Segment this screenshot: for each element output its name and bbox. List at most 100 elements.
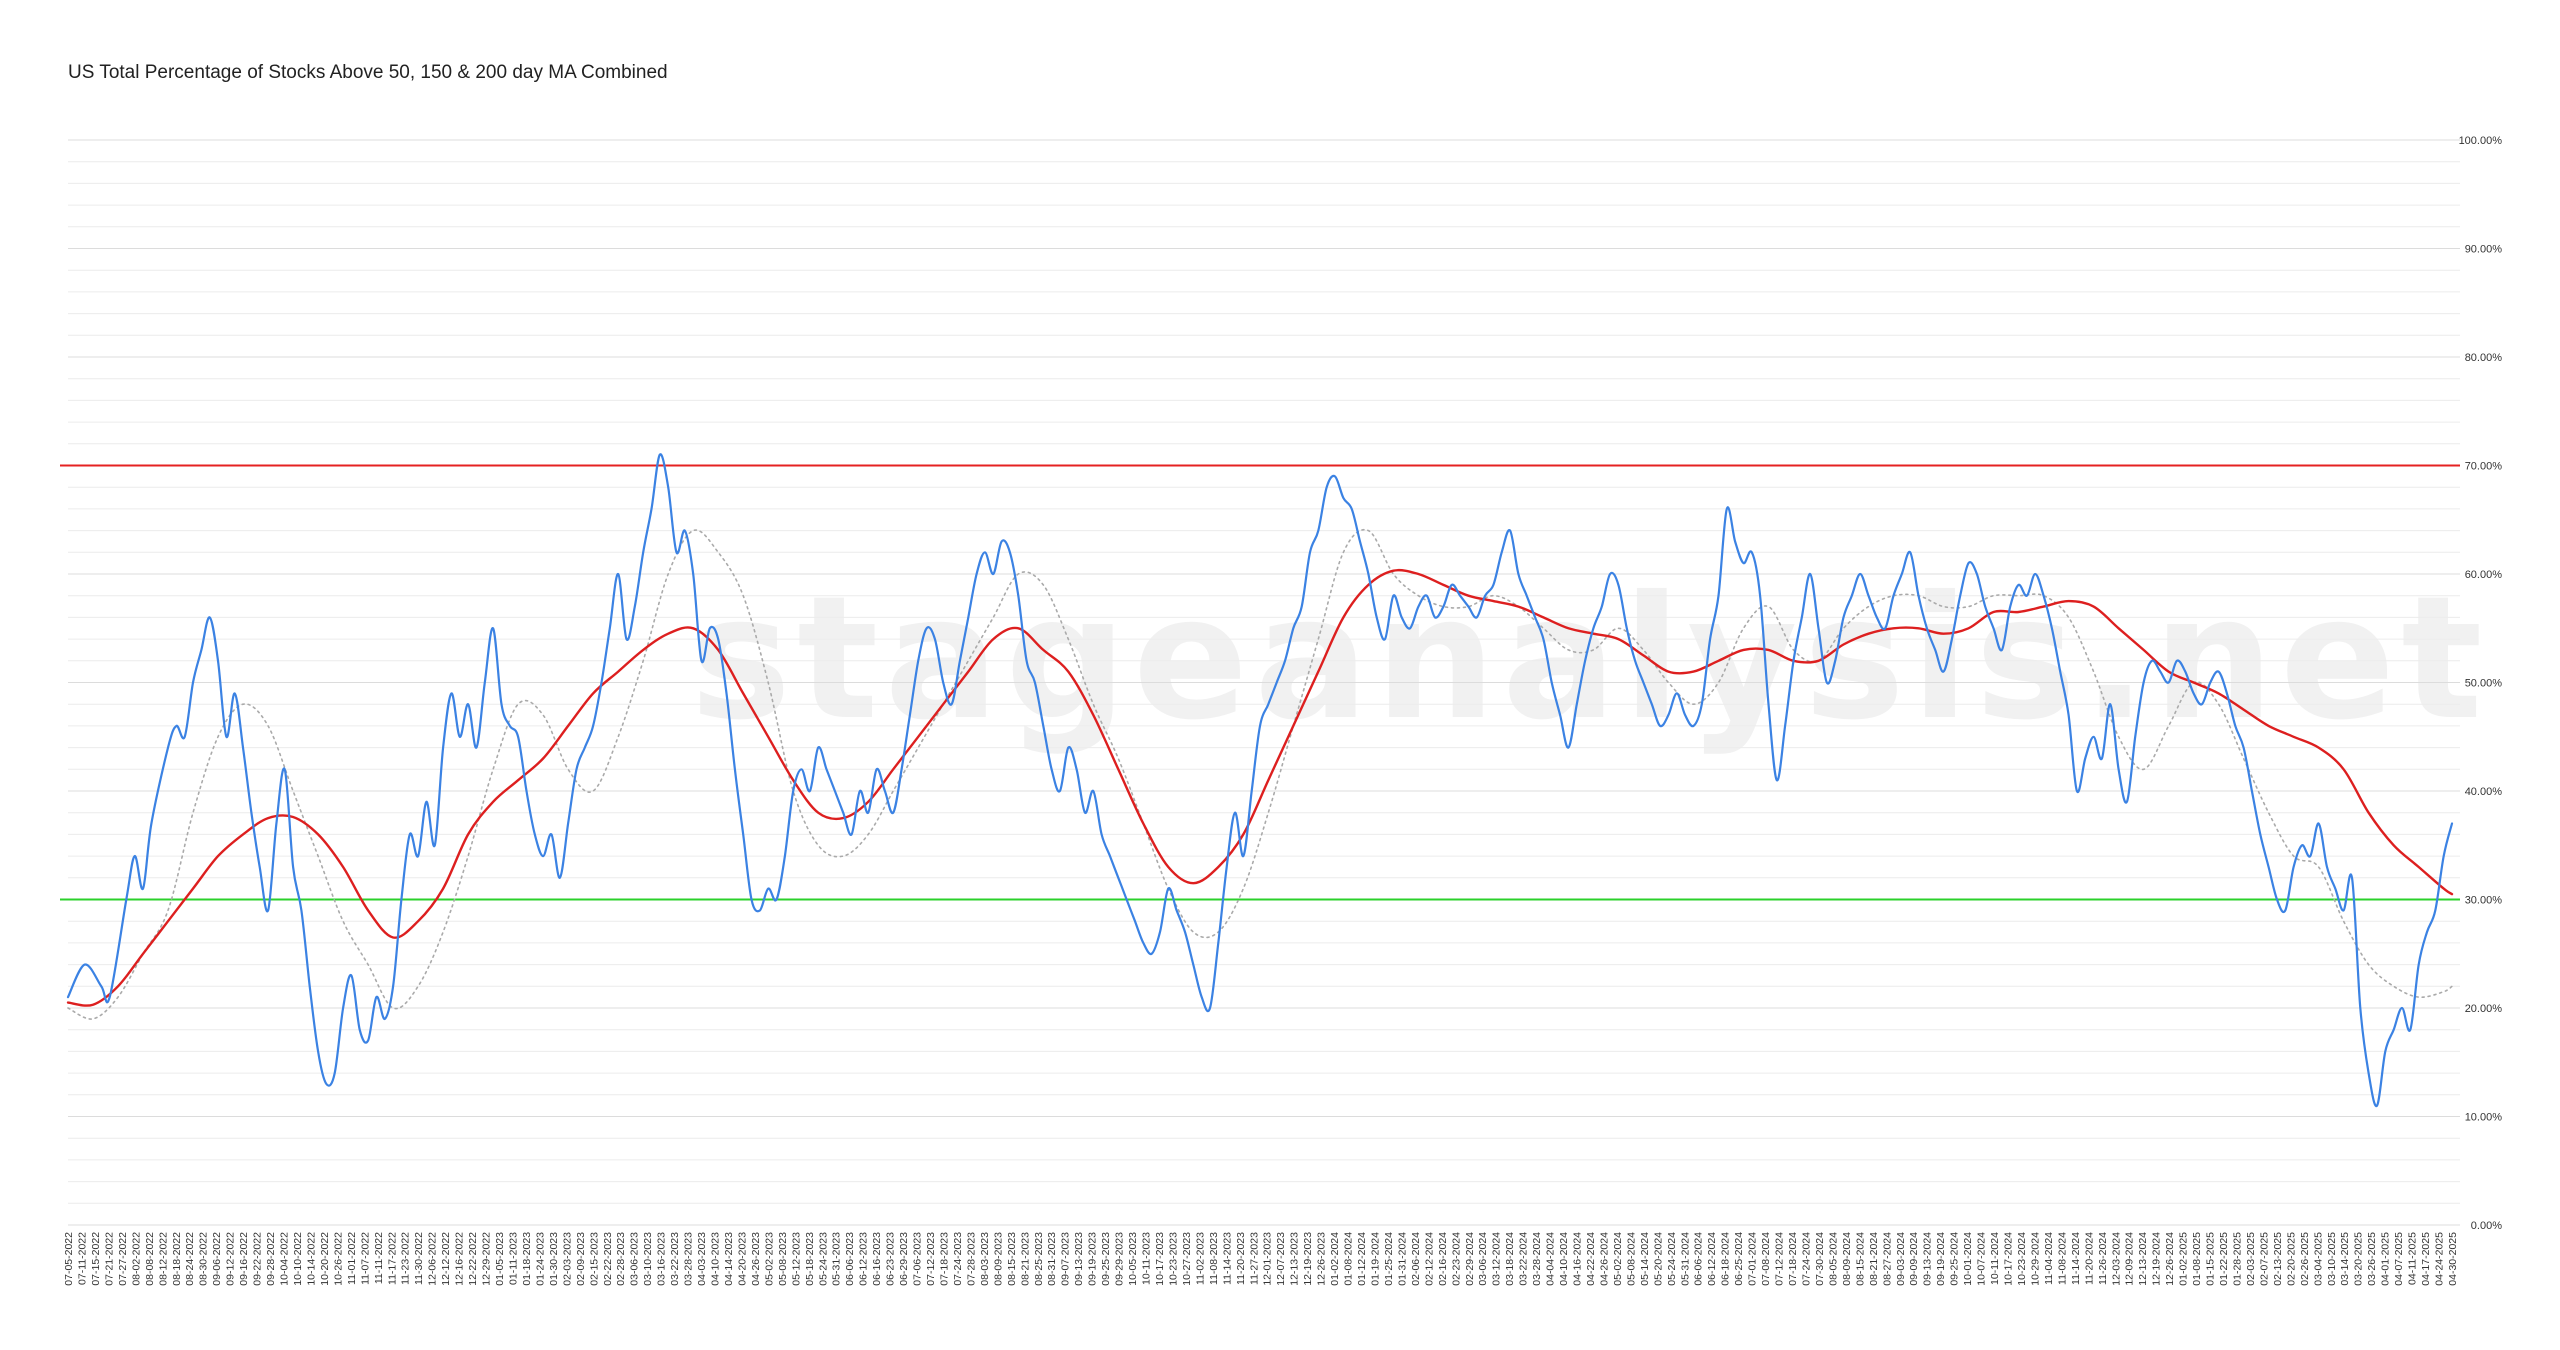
grid-lines [68,139,2460,1226]
x-tick-label: 07-28-2023 [965,1232,977,1286]
x-tick-label: 09-09-2024 [1908,1232,1920,1286]
x-tick-label: 07-18-2024 [1787,1232,1799,1286]
x-tick-label: 03-14-2025 [2339,1232,2351,1286]
x-tick-label: 04-14-2023 [723,1232,735,1286]
x-tick-label: 07-24-2023 [952,1232,964,1286]
x-tick-label: 01-25-2024 [1383,1232,1395,1286]
x-tick-label: 12-26-2023 [1316,1232,1328,1286]
x-tick-label: 10-17-2024 [2003,1232,2015,1286]
x-tick-label: 12-16-2022 [454,1232,466,1286]
x-tick-label: 11-17-2022 [386,1232,398,1285]
y-tick-label: 70.00% [2465,461,2503,473]
x-tick-label: 01-08-2025 [2191,1232,2203,1286]
x-tick-label: 01-15-2025 [2205,1232,2217,1286]
x-tick-label: 02-26-2025 [2299,1232,2311,1286]
x-tick-label: 03-06-2023 [629,1232,641,1286]
x-tick-label: 05-12-2023 [790,1232,802,1286]
series-line [66,453,2454,1108]
x-tick-label: 04-03-2023 [696,1232,708,1286]
x-tick-label: 01-28-2025 [2232,1232,2244,1286]
x-tick-label: 06-29-2023 [898,1232,910,1286]
x-tick-label: 03-04-2025 [2312,1232,2324,1286]
x-tick-label: 03-20-2025 [2353,1232,2365,1286]
x-tick-label: 11-11-2022 [373,1232,385,1284]
y-axis-ticks: 0.00% 10.00% 20.00% 30.00% 40.00% 50.00% 60.00… [2459,135,2503,1232]
x-tick-label: 02-03-2025 [2245,1232,2257,1286]
x-tick-label: 11-07-2022 [359,1232,371,1285]
x-tick-label: 11-14-2023 [1221,1232,1233,1285]
x-tick-label: 07-05-2022 [63,1232,75,1286]
reference-lines [60,464,2460,901]
series-line [67,528,2453,1020]
x-tick-label: 01-30-2023 [548,1232,560,1286]
x-tick-label: 09-28-2022 [265,1232,277,1286]
y-tick-label: 10.00% [2465,1112,2503,1124]
x-tick-label: 12-07-2023 [1275,1232,1287,1286]
y-tick-label: 0.00% [2471,1220,2502,1232]
x-tick-label: 02-28-2023 [615,1232,627,1286]
x-tick-label: 02-06-2024 [1410,1232,1422,1286]
x-tick-label: 11-02-2023 [1194,1232,1206,1285]
x-tick-label: 08-02-2022 [130,1232,142,1286]
y-tick-label: 60.00% [2465,569,2503,581]
x-tick-label: 04-24-2025 [2434,1232,2446,1286]
x-tick-label: 12-13-2023 [1289,1232,1301,1286]
x-tick-label: 08-12-2022 [157,1232,169,1286]
x-tick-label: 04-04-2024 [1545,1232,1557,1286]
x-tick-label: 07-12-2023 [925,1232,937,1286]
x-tick-label: 01-24-2023 [534,1232,546,1286]
x-tick-label: 04-10-2023 [710,1232,722,1286]
x-tick-label: 07-21-2022 [103,1232,115,1286]
x-axis-ticks: 07-05-2022 07-11-2022 07-15-2022 07-21-2022… [63,1232,2459,1286]
x-tick-label: 06-06-2024 [1693,1232,1705,1286]
x-tick-label: 01-31-2024 [1396,1232,1408,1286]
x-tick-label: 04-30-2025 [2447,1232,2459,1286]
x-tick-label: 12-19-2024 [2151,1232,2163,1286]
x-tick-label: 03-28-2024 [1531,1232,1543,1286]
x-tick-label: 10-01-2024 [1962,1232,1974,1286]
x-tick-label: 06-06-2023 [844,1232,856,1286]
x-tick-label: 05-31-2023 [831,1232,843,1286]
x-tick-label: 10-11-2024 [1989,1232,2001,1285]
y-tick-label: 30.00% [2465,895,2503,907]
x-tick-label: 11-01-2022 [346,1232,358,1285]
x-tick-label: 07-08-2024 [1760,1232,1772,1286]
x-tick-label: 02-07-2025 [2258,1232,2270,1286]
x-tick-label: 07-30-2024 [1814,1232,1826,1286]
x-tick-label: 01-12-2024 [1356,1232,1368,1286]
x-tick-label: 10-27-2023 [1181,1232,1193,1286]
x-tick-label: 10-14-2022 [305,1232,317,1286]
x-tick-label: 05-08-2024 [1625,1232,1637,1286]
x-tick-label: 12-29-2022 [481,1232,493,1286]
x-tick-label: 10-29-2024 [2030,1232,2042,1286]
x-tick-label: 04-16-2024 [1572,1232,1584,1286]
x-tick-label: 12-09-2024 [2124,1232,2136,1286]
x-tick-label: 12-13-2024 [2137,1232,2149,1286]
x-tick-label: 08-25-2023 [1033,1232,1045,1286]
x-tick-label: 11-08-2023 [1208,1232,1220,1285]
x-tick-label: 11-08-2024 [2056,1232,2068,1285]
x-tick-label: 04-01-2025 [2380,1232,2392,1286]
x-tick-label: 04-10-2024 [1558,1232,1570,1286]
x-tick-label: 07-01-2024 [1747,1232,1759,1286]
x-tick-label: 12-12-2022 [440,1232,452,1286]
x-tick-label: 02-16-2024 [1437,1232,1449,1286]
x-tick-label: 06-12-2023 [858,1232,870,1286]
x-tick-label: 08-15-2023 [1006,1232,1018,1286]
x-tick-label: 01-19-2024 [1370,1232,1382,1286]
x-tick-label: 07-27-2022 [117,1232,129,1286]
x-tick-label: 05-02-2024 [1612,1232,1624,1286]
x-tick-label: 01-11-2023 [508,1232,520,1285]
x-tick-label: 08-09-2024 [1841,1232,1853,1286]
x-tick-label: 11-30-2022 [413,1232,425,1285]
x-tick-label: 08-24-2022 [184,1232,196,1286]
x-tick-label: 07-15-2022 [90,1232,102,1286]
x-tick-label: 09-22-2022 [252,1232,264,1286]
x-tick-label: 07-18-2023 [939,1232,951,1286]
x-tick-label: 12-19-2023 [1302,1232,1314,1286]
x-tick-label: 02-13-2025 [2272,1232,2284,1286]
x-tick-label: 02-23-2024 [1450,1232,1462,1286]
x-tick-label: 08-09-2023 [992,1232,1004,1286]
x-tick-label: 02-29-2024 [1464,1232,1476,1286]
x-tick-label: 04-11-2025 [2407,1232,2419,1285]
